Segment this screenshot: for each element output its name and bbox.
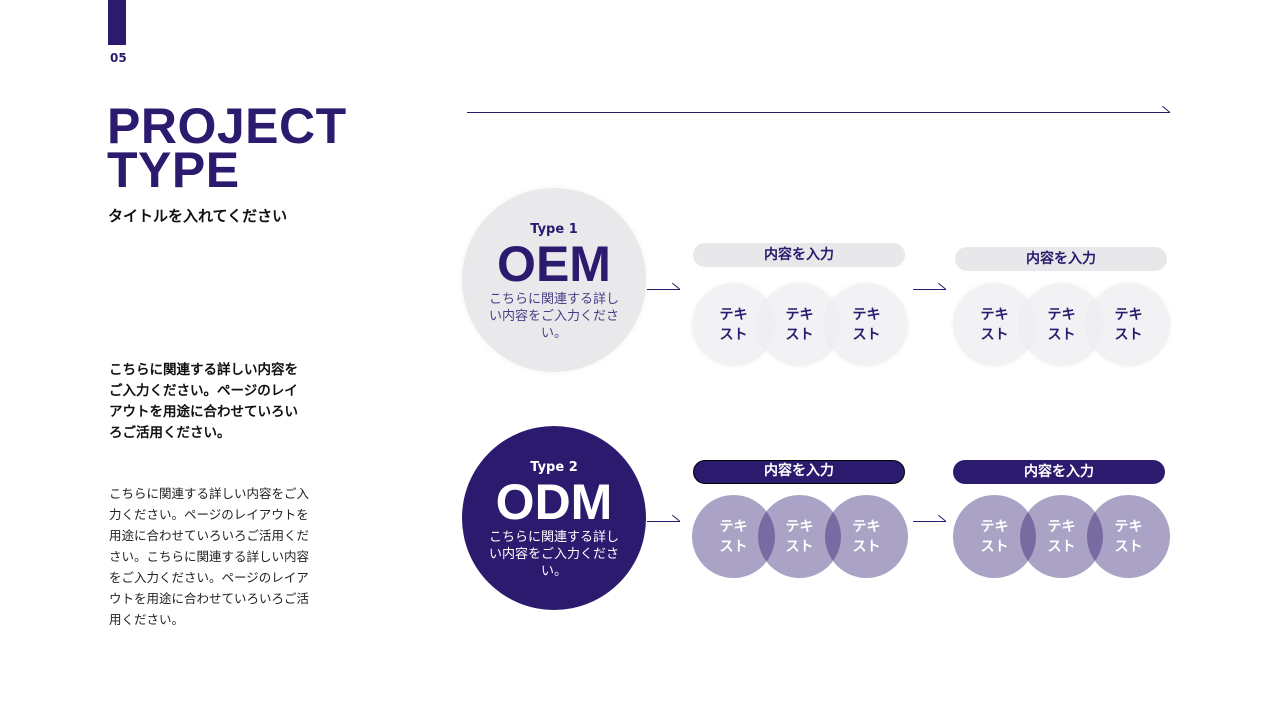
text-circle-label: テキスト [1114,306,1143,343]
text-circle: テキスト [1087,495,1170,578]
page-title: PROJECT TYPE [107,98,347,198]
type-description: こちらに関連する詳しい内容をご入力ください。 [488,292,619,341]
type-label: Type 1 [530,222,578,237]
content-pill: 内容を入力 [693,460,905,484]
subtitle: タイトルを入れてください [108,207,288,225]
page-number: 05 [110,51,127,65]
text-circle-label: テキスト [1047,518,1076,555]
text-circle-label: テキスト [852,306,881,343]
text-circle: テキスト [758,495,841,578]
text-circle-label: テキスト [785,518,814,555]
arrow [647,289,680,290]
text-circle-label: テキスト [785,306,814,343]
text-circle: テキスト [825,495,908,578]
type-name: ODM [495,474,613,530]
text-circle-label: テキスト [1114,518,1143,555]
text-circle-label: テキスト [1047,306,1076,343]
text-circle: テキスト [692,495,775,578]
arrow [913,521,946,522]
timeline-arrow [467,112,1170,113]
content-pill: 内容を入力 [955,247,1167,271]
text-circle: テキスト [953,495,1036,578]
content-pill: 内容を入力 [693,243,905,267]
odm-circle: Type 2 ODM こちらに関連する詳しい内容をご入力ください。 [462,426,646,610]
title-line-2: TYPE [107,142,240,198]
body-text: こちらに関連する詳しい内容をご入力ください。ページのレイアウトを用途に合わせてい… [109,486,310,627]
text-circle-label: テキスト [719,518,748,555]
type-name: OEM [497,236,611,292]
content-pill: 内容を入力 [953,460,1165,484]
text-circle: テキスト [1020,495,1103,578]
arrow [647,521,680,522]
arrow [913,289,946,290]
text-circle-label: テキスト [980,518,1009,555]
type-label: Type 2 [530,460,578,475]
accent-bar [108,0,126,45]
text-circle-label: テキスト [980,306,1009,343]
oem-circle: Type 1 OEM こちらに関連する詳しい内容をご入力ください。 [462,188,646,372]
text-circle: テキスト [1087,283,1170,366]
type-description: こちらに関連する詳しい内容をご入力ください。 [488,530,619,579]
lead-text: こちらに関連する詳しい内容をご入力ください。ページのレイアウトを用途に合わせてい… [109,362,298,441]
text-circle-label: テキスト [852,518,881,555]
text-circle-label: テキスト [719,306,748,343]
text-circle: テキスト [825,283,908,366]
title-line-1: PROJECT [107,98,347,154]
